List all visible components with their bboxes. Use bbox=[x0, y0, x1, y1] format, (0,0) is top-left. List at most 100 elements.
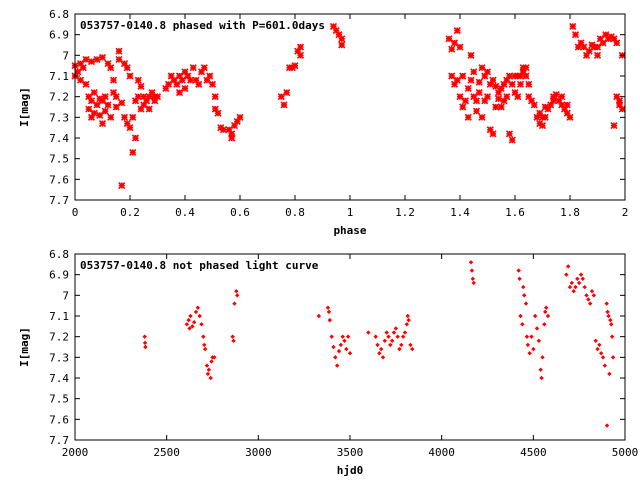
phased-x-axis-label: phase bbox=[333, 224, 366, 237]
phased-data-point bbox=[494, 95, 503, 103]
phased-data-point bbox=[472, 107, 481, 115]
unphased-data-point bbox=[540, 355, 545, 360]
phased-data-point bbox=[453, 26, 461, 35]
phased-data-point bbox=[445, 35, 453, 43]
phased-data-point bbox=[283, 88, 291, 97]
phased-data-point bbox=[277, 93, 285, 101]
unphased-data-point bbox=[347, 351, 353, 356]
unphased-data-point bbox=[545, 313, 551, 319]
phased-data-point bbox=[475, 78, 483, 86]
phased-data-point bbox=[456, 43, 464, 51]
unphased-data-point bbox=[527, 351, 532, 356]
unphased-data-point bbox=[471, 280, 476, 286]
phased-data-point bbox=[585, 47, 593, 55]
phased-x-tick-label: 1 bbox=[347, 206, 354, 219]
phased-data-point bbox=[93, 101, 101, 109]
unphased-data-point bbox=[584, 293, 589, 298]
unphased-data-point bbox=[344, 346, 349, 352]
phased-data-point bbox=[186, 76, 195, 84]
unphased-data-point bbox=[193, 309, 199, 315]
unphased-data-point bbox=[142, 334, 147, 339]
unphased-y-tick-label: 7.1 bbox=[49, 310, 69, 323]
phased-x-tick-label: 2 bbox=[622, 206, 629, 219]
phased-data-point bbox=[134, 93, 142, 101]
unphased-data-point bbox=[191, 320, 197, 325]
phased-data-point bbox=[90, 88, 98, 97]
phased-data-point bbox=[448, 72, 456, 80]
phased-data-point bbox=[87, 97, 96, 105]
phased-y-tick-label: 7.2 bbox=[49, 91, 69, 104]
phased-data-point bbox=[228, 130, 236, 138]
unphased-data-point bbox=[327, 317, 333, 323]
phased-data-point bbox=[219, 126, 228, 134]
phased-data-point bbox=[461, 97, 470, 105]
unphased-x-tick-label: 5000 bbox=[612, 446, 639, 459]
phased-data-point bbox=[96, 111, 104, 119]
phased-data-point bbox=[129, 113, 137, 121]
unphased-data-point bbox=[608, 317, 613, 323]
phased-data-point bbox=[613, 39, 621, 47]
phased-data-point bbox=[107, 64, 115, 72]
phased-data-point bbox=[112, 93, 120, 101]
unphased-data-point bbox=[187, 326, 192, 331]
phased-data-points bbox=[71, 22, 626, 190]
phased-data-point bbox=[126, 124, 134, 132]
unphased-data-point bbox=[569, 280, 575, 286]
phased-data-point bbox=[118, 181, 126, 190]
phased-data-point bbox=[599, 39, 607, 47]
phased-data-point bbox=[514, 93, 522, 101]
unphased-data-point bbox=[197, 313, 202, 319]
phased-data-point bbox=[450, 39, 459, 47]
phased-data-point bbox=[208, 80, 217, 88]
phased-data-point bbox=[118, 99, 126, 107]
unphased-data-point bbox=[380, 355, 386, 360]
phased-data-point bbox=[98, 119, 107, 128]
unphased-data-point bbox=[232, 301, 237, 306]
unphased-data-point bbox=[410, 346, 415, 352]
phased-data-point bbox=[522, 64, 530, 72]
unphased-data-point bbox=[234, 289, 239, 294]
unphased-data-point bbox=[517, 276, 522, 281]
phased-data-point bbox=[475, 88, 483, 97]
phased-data-point bbox=[558, 93, 566, 101]
phased-data-point bbox=[459, 72, 467, 80]
unphased-data-point bbox=[331, 344, 336, 350]
phased-data-point bbox=[153, 93, 162, 101]
unphased-data-point bbox=[604, 423, 610, 428]
phased-y-tick-label: 7.3 bbox=[49, 111, 69, 124]
phased-data-point bbox=[338, 41, 346, 49]
phased-data-point bbox=[134, 76, 142, 84]
phased-data-point bbox=[109, 76, 118, 84]
phased-data-point bbox=[505, 130, 514, 138]
unphased-data-point bbox=[597, 342, 602, 348]
phased-data-point bbox=[472, 97, 481, 105]
phased-data-point bbox=[593, 51, 602, 59]
unphased-data-point bbox=[404, 322, 410, 327]
unphased-data-point bbox=[389, 338, 395, 343]
unphased-data-point bbox=[468, 260, 474, 265]
unphased-data-point bbox=[521, 293, 527, 298]
unphased-data-point bbox=[406, 317, 411, 323]
phased-data-point bbox=[175, 88, 184, 97]
unphased-data-point bbox=[334, 363, 340, 368]
phased-data-point bbox=[79, 64, 87, 72]
phased-x-tick-label: 1.4 bbox=[450, 206, 470, 219]
unphased-data-point bbox=[382, 338, 388, 343]
unphased-x-tick-label: 4500 bbox=[520, 446, 547, 459]
unphased-data-points bbox=[142, 260, 616, 428]
unphased-data-point bbox=[564, 272, 569, 277]
unphased-data-point bbox=[521, 284, 526, 290]
phased-x-tick-label: 0.8 bbox=[285, 206, 305, 219]
unphased-data-point bbox=[142, 340, 148, 346]
unphased-data-point bbox=[606, 313, 611, 319]
unphased-data-point bbox=[531, 346, 536, 352]
phased-data-point bbox=[126, 72, 134, 80]
unphased-data-point bbox=[329, 334, 334, 339]
phased-data-point bbox=[338, 35, 346, 43]
phased-data-point bbox=[214, 109, 222, 117]
unphased-data-point bbox=[333, 355, 338, 360]
unphased-data-point bbox=[607, 371, 612, 377]
phased-data-point bbox=[206, 72, 214, 80]
phased-data-point bbox=[104, 101, 112, 109]
unphased-data-point bbox=[326, 309, 332, 315]
